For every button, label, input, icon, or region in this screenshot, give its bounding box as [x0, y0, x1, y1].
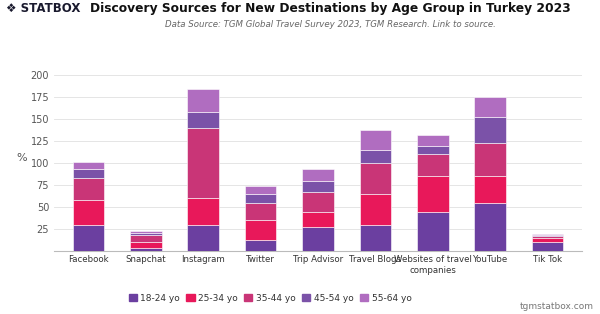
Bar — [359, 163, 391, 194]
Bar — [359, 150, 391, 163]
Bar — [359, 194, 391, 225]
Bar — [532, 236, 563, 238]
Bar — [532, 238, 563, 242]
Text: ❖ STATBOX: ❖ STATBOX — [6, 2, 80, 14]
Bar — [187, 89, 219, 112]
Bar — [417, 176, 449, 212]
Y-axis label: %: % — [17, 153, 28, 163]
Bar — [245, 186, 277, 194]
Bar — [245, 203, 277, 220]
Bar — [187, 112, 219, 128]
Bar — [302, 227, 334, 251]
Bar — [475, 143, 506, 176]
Bar — [302, 170, 334, 181]
Bar — [73, 162, 104, 170]
Text: Discovery Sources for New Destinations by Age Group in Turkey 2023: Discovery Sources for New Destinations b… — [89, 2, 571, 14]
Bar — [245, 194, 277, 203]
Bar — [475, 97, 506, 117]
Bar — [73, 225, 104, 251]
Bar — [417, 212, 449, 251]
Text: tgmstatbox.com: tgmstatbox.com — [520, 302, 594, 311]
Bar — [417, 154, 449, 176]
Bar — [532, 242, 563, 251]
Bar — [73, 200, 104, 225]
Bar — [245, 220, 277, 240]
Bar — [130, 233, 161, 236]
Bar — [245, 240, 277, 251]
Bar — [359, 225, 391, 251]
Bar — [475, 176, 506, 203]
Bar — [187, 198, 219, 225]
Bar — [187, 128, 219, 198]
Bar — [302, 192, 334, 212]
Bar — [73, 170, 104, 178]
Bar — [417, 135, 449, 146]
Bar — [475, 117, 506, 143]
Legend: 18-24 yo, 25-34 yo, 35-44 yo, 45-54 yo, 55-64 yo: 18-24 yo, 25-34 yo, 35-44 yo, 45-54 yo, … — [125, 290, 415, 306]
Bar — [130, 231, 161, 233]
Bar — [73, 178, 104, 200]
Bar — [475, 203, 506, 251]
Bar — [532, 235, 563, 236]
Bar — [130, 242, 161, 248]
Text: Data Source: TGM Global Travel Survey 2023, TGM Research. Link to source.: Data Source: TGM Global Travel Survey 20… — [164, 20, 496, 30]
Bar — [302, 212, 334, 227]
Bar — [130, 236, 161, 242]
Bar — [187, 225, 219, 251]
Bar — [302, 181, 334, 192]
Bar — [130, 248, 161, 251]
Bar — [417, 146, 449, 154]
Bar — [359, 130, 391, 150]
